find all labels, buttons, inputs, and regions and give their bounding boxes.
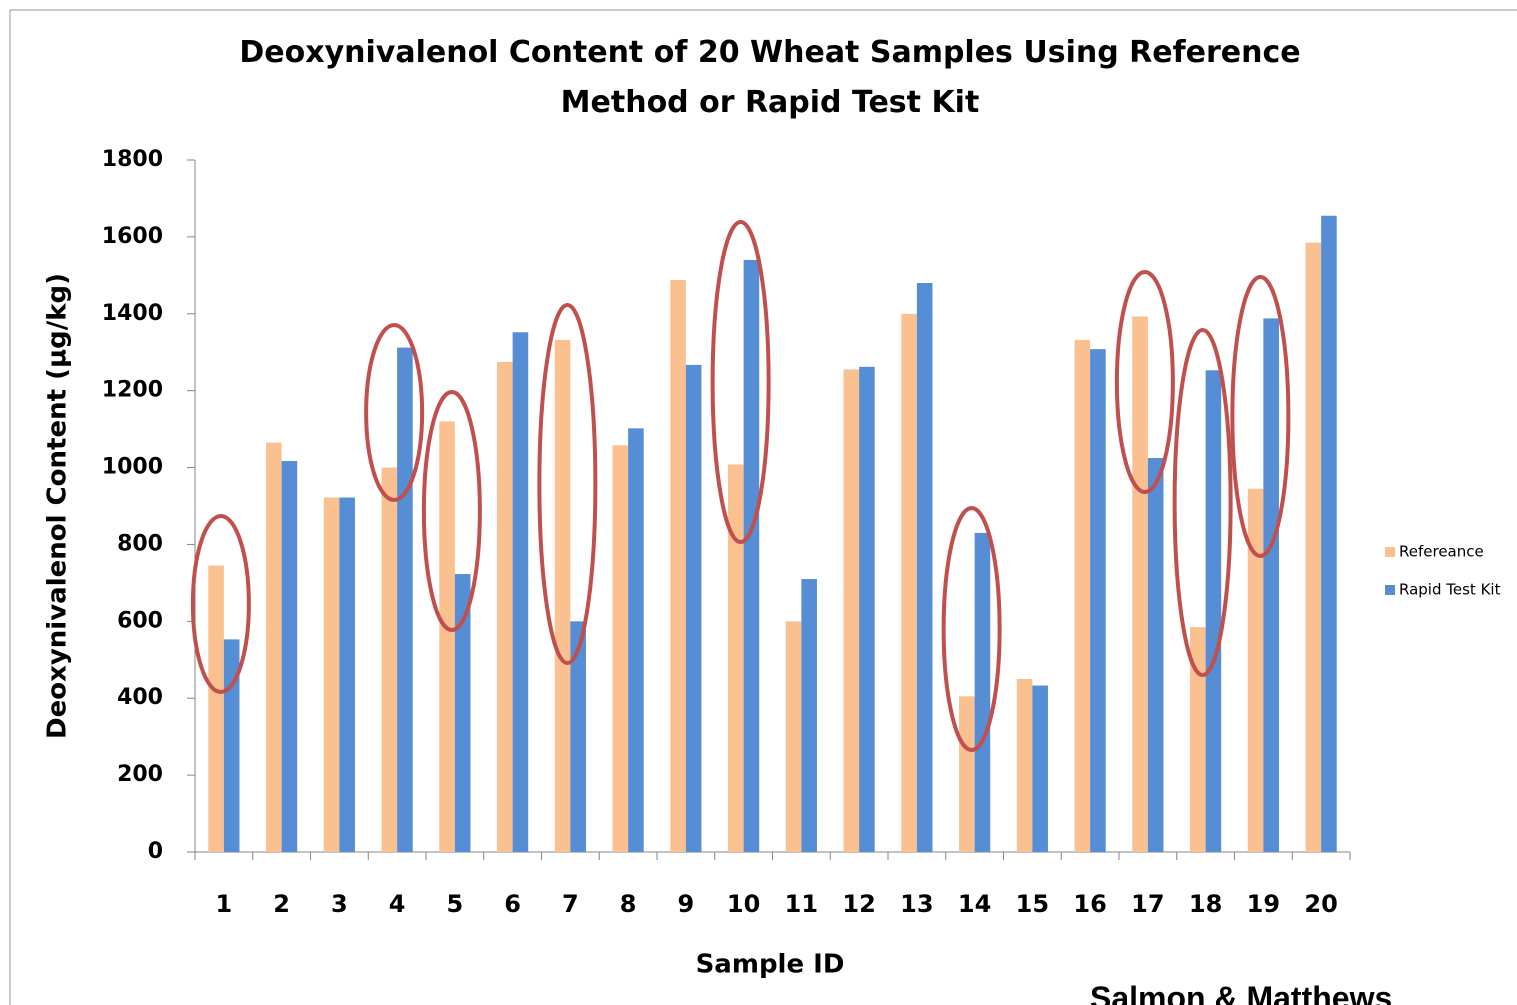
- legend-swatch: [1385, 547, 1395, 557]
- chart-title: Deoxynivalenol Content of 20 Wheat Sampl…: [239, 35, 1301, 120]
- bar: [1247, 488, 1264, 852]
- bar: [1305, 242, 1322, 853]
- bar: [801, 579, 817, 852]
- bar: [859, 366, 875, 852]
- legend-swatch: [1385, 585, 1395, 595]
- x-tick-label: 9: [678, 890, 695, 918]
- bar: [512, 332, 529, 853]
- bar: [1321, 215, 1337, 852]
- x-tick-label: 1: [216, 890, 233, 918]
- highlight-ellipse: [364, 323, 425, 502]
- bar: [1074, 339, 1091, 852]
- highlight-ellipse: [1230, 275, 1291, 558]
- highlight-ellipse: [421, 390, 482, 632]
- x-tick-label: 11: [785, 890, 818, 918]
- bar: [974, 532, 991, 852]
- bar: [1132, 316, 1148, 853]
- x-tick-label: 7: [562, 890, 579, 918]
- bar: [843, 369, 860, 852]
- x-tick-label: 4: [389, 890, 406, 918]
- bar: [1263, 318, 1279, 852]
- x-tick-label: 5: [447, 890, 464, 918]
- highlight-ellipse: [941, 506, 1002, 752]
- x-tick-label: 12: [842, 890, 875, 918]
- highlight-ellipse: [190, 514, 251, 694]
- bar: [685, 364, 702, 852]
- x-tick-label: 3: [331, 890, 348, 918]
- highlight-ellipse: [1114, 270, 1175, 494]
- x-tick-label: 17: [1131, 890, 1164, 918]
- y-axis-title: Deoxynivalenol Content (µg/kg): [43, 273, 73, 739]
- bar: [670, 279, 686, 852]
- x-axis-title: Sample ID: [696, 950, 845, 980]
- bar: [497, 361, 513, 852]
- footer: Salmon & Matthews: [1090, 980, 1393, 1005]
- x-tick-label: 15: [1016, 890, 1049, 918]
- bar: [439, 421, 455, 852]
- bar: [208, 565, 224, 852]
- x-tick-label: 14: [958, 890, 991, 918]
- bar: [266, 442, 282, 852]
- x-tick-label: 13: [900, 890, 933, 918]
- y-tick-label: 1400: [102, 301, 163, 326]
- y-tick-label: 400: [117, 685, 163, 710]
- x-tick-label: 20: [1304, 890, 1337, 918]
- x-tick-label: 6: [504, 890, 521, 918]
- bar: [743, 259, 760, 852]
- highlight-ellipse: [537, 303, 598, 665]
- bar: [397, 347, 413, 852]
- chart-border: [9, 9, 1517, 1005]
- bar: [959, 696, 975, 852]
- bar: [281, 461, 298, 852]
- y-tick-label: 1000: [102, 455, 163, 480]
- bar: [323, 497, 340, 852]
- bar: [554, 339, 571, 852]
- bar: [339, 497, 355, 852]
- y-tick-label: 1600: [102, 224, 163, 249]
- x-tick-label: 10: [727, 890, 760, 918]
- bar: [785, 621, 802, 852]
- y-tick-label: 800: [117, 531, 163, 556]
- bar: [628, 428, 644, 852]
- y-tick-label: 200: [117, 762, 163, 787]
- bar: [223, 639, 240, 852]
- bar: [1205, 370, 1222, 852]
- bar: [381, 467, 398, 852]
- y-tick-label: 0: [148, 839, 163, 864]
- x-tick-label: 8: [620, 890, 637, 918]
- bar: [1190, 627, 1206, 852]
- x-tick-label: 18: [1189, 890, 1222, 918]
- legend-label: Refereance: [1399, 543, 1484, 561]
- bar: [612, 445, 629, 852]
- x-tick-label: 19: [1247, 890, 1280, 918]
- highlight-ellipse: [710, 220, 771, 544]
- bar: [454, 574, 471, 852]
- legend-label: Rapid Test Kit: [1399, 581, 1501, 599]
- y-tick-label: 1800: [102, 147, 163, 172]
- bar: [1032, 685, 1048, 852]
- highlight-ellipse: [1172, 328, 1233, 677]
- y-tick-label: 1200: [102, 378, 163, 403]
- bar: [916, 283, 933, 852]
- x-tick-label: 16: [1073, 890, 1106, 918]
- bar: [570, 621, 586, 852]
- bar: [901, 313, 917, 852]
- bar: [1016, 679, 1033, 852]
- bar: [1147, 457, 1164, 852]
- y-tick-label: 600: [117, 608, 163, 633]
- bar: [728, 464, 744, 852]
- bar: [1090, 349, 1106, 852]
- x-tick-label: 2: [273, 890, 290, 918]
